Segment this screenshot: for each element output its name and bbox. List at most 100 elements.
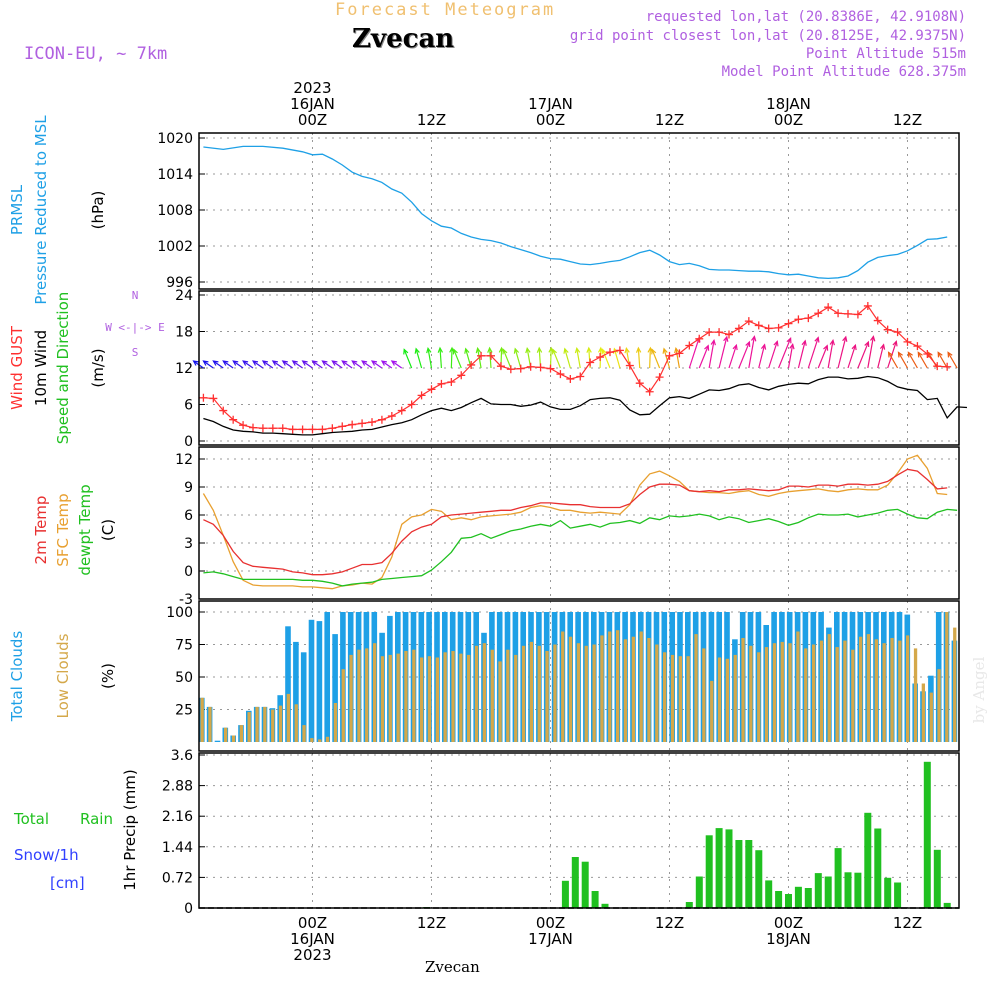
wind-gust-marker — [496, 362, 505, 371]
low-cloud-bar — [600, 635, 604, 742]
low-cloud-bar — [686, 656, 690, 742]
low-cloud-bar — [521, 645, 526, 742]
sfc-temp-label: SFC Temp — [54, 493, 72, 566]
low-cloud-bar — [318, 739, 322, 742]
wind-gust-marker — [546, 364, 555, 373]
wind-gust-marker — [873, 316, 882, 325]
wind-direction-arrow — [552, 349, 561, 369]
bottom-time-label: 00Z — [298, 914, 327, 932]
wind-gust-marker — [249, 423, 257, 432]
clouds-unit: (%) — [99, 663, 117, 689]
total-cloud-bar — [214, 740, 221, 742]
wind-arrow-head — [192, 360, 199, 366]
wind-arrow-head — [751, 335, 757, 342]
gridpoint-coords: grid point closest lon,lat (20.8125E, 42… — [569, 28, 966, 44]
rain-bar — [884, 877, 892, 908]
wind-direction-arrow — [351, 360, 363, 369]
wind-direction-arrow — [322, 360, 333, 369]
compass-south: S — [132, 346, 139, 359]
wind-direction-arrow — [489, 348, 492, 369]
rain-label-rain: Rain — [80, 810, 113, 828]
y-tick-label: 1014 — [157, 167, 193, 183]
wind-gust-marker — [893, 328, 902, 337]
wind-gust-marker — [536, 363, 545, 372]
low-cloud-bar — [702, 648, 706, 742]
pressure-label-prmsl: PRMSL — [8, 184, 26, 235]
low-cloud-bar — [663, 652, 667, 742]
precip-unit: 1hr Precip (mm) — [121, 769, 139, 890]
dewpt-label: dewpt Temp — [76, 484, 94, 575]
wind-direction-arrow — [649, 347, 651, 369]
low-cloud-bar — [584, 645, 588, 742]
rain-bar — [814, 873, 822, 908]
wind-arrow-head — [242, 360, 249, 366]
wind-direction-arrow — [341, 360, 353, 369]
wind-arrow-head — [823, 344, 829, 351]
wind-arrow-head — [786, 337, 792, 344]
wind-arrow-head — [864, 340, 870, 348]
wind-direction-arrow — [213, 360, 224, 369]
wind-gust-marker — [606, 348, 614, 357]
wind-arrow-head — [536, 346, 543, 353]
wind-arrow-head — [745, 340, 751, 348]
low-cloud-bar — [443, 652, 447, 742]
low-cloud-bar — [302, 725, 306, 742]
y-tick-label: 2.16 — [162, 809, 193, 825]
wind-direction-arrow — [415, 348, 423, 369]
wind-arrow-head — [586, 346, 592, 353]
low-cloud-bar — [639, 631, 643, 742]
wind-gust-marker — [487, 351, 495, 360]
y-tick-label: 0 — [184, 564, 193, 580]
low-cloud-bar — [780, 641, 784, 742]
y-tick-label: 24 — [175, 288, 193, 304]
low-cloud-bar — [451, 651, 455, 742]
compass-north: N — [132, 289, 139, 302]
wind-direction-arrow — [637, 348, 641, 369]
low-cloud-bar — [467, 654, 471, 742]
total-cloud-bar — [300, 652, 307, 742]
wind-gust-marker — [853, 310, 862, 319]
wind-direction-arrow — [381, 360, 393, 369]
wind-direction-arrow — [708, 340, 715, 369]
rain-bar — [785, 894, 792, 908]
wind-gust-marker — [665, 351, 674, 360]
total-clouds-label: Total Clouds — [8, 631, 26, 723]
rain-bar — [725, 829, 733, 908]
wind-gust-marker — [338, 422, 347, 431]
wind-arrow-head — [390, 360, 397, 366]
wind-direction-arrow — [688, 337, 700, 369]
y-tick-label: 3 — [184, 536, 193, 552]
rain-bar — [755, 850, 763, 908]
wind-arrow-head — [937, 351, 943, 358]
rain-bar — [765, 880, 773, 908]
rain-bar — [735, 840, 743, 908]
low-cloud-bar — [271, 709, 275, 742]
total-cloud-bar — [293, 641, 299, 742]
low-cloud-bar — [412, 649, 416, 742]
low-cloud-bar — [757, 652, 761, 742]
clouds-frame — [198, 600, 960, 752]
wind-arrow-head — [552, 348, 557, 355]
wind-gust-marker — [348, 420, 357, 429]
pressure-unit: (hPa) — [89, 191, 107, 230]
low-cloud-bar — [929, 692, 933, 742]
rain-bar — [695, 876, 703, 908]
bottom-time-label: 12Z — [893, 914, 922, 932]
low-cloud-bar — [623, 639, 628, 742]
y-tick-label: 18 — [175, 325, 193, 341]
wind-direction-arrow — [787, 344, 794, 369]
wind-gust-marker — [923, 350, 932, 359]
wind-arrow-head — [212, 360, 219, 366]
low-cloud-bars — [200, 612, 957, 742]
wind-arrow-head — [414, 347, 420, 354]
low-cloud-bar — [404, 651, 408, 742]
wind-gust-marker — [804, 314, 813, 323]
wind-arrow-head — [525, 346, 531, 354]
wind-gust-marker — [258, 424, 267, 433]
wind-direction-arrow — [867, 336, 874, 369]
low-cloud-bar — [678, 656, 682, 742]
y-tick-label: 6 — [184, 398, 193, 414]
low-cloud-bar — [796, 631, 800, 742]
wind-arrow-head — [829, 339, 835, 346]
wind-gust-marker — [725, 330, 733, 339]
